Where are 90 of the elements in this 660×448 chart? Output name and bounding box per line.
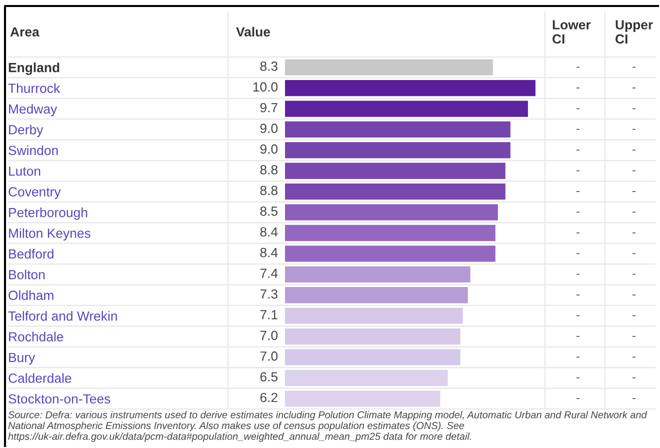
text: - [632, 170, 636, 172]
text: - [576, 128, 580, 130]
text: - [576, 356, 580, 358]
data-label: 8.3 [260, 62, 278, 71]
text: - [576, 336, 580, 337]
y-tick-label: Milton Keynes [9, 228, 90, 241]
text: - [576, 294, 580, 296]
data-label: 6.2 [260, 392, 278, 402]
text: - [576, 377, 580, 378]
bar [285, 349, 460, 366]
text: - [632, 294, 636, 296]
text: Area [10, 27, 40, 37]
bar [285, 59, 493, 76]
y-tick-label: England [8, 62, 60, 75]
y-tick-label: Bolton [9, 270, 45, 280]
text: - [632, 108, 636, 110]
data-label: 9.0 [260, 124, 278, 134]
bar [285, 308, 463, 324]
y-tick-label: Stockton-on-Tees [8, 394, 110, 404]
bar [285, 246, 496, 262]
y-tick-label: Coventry [8, 187, 61, 200]
data-label: 8.4 [260, 227, 278, 237]
data-label: 7.0 [260, 351, 278, 361]
text: - [632, 377, 636, 378]
text: - [632, 356, 636, 358]
text: - [576, 253, 580, 254]
text: - [632, 336, 636, 337]
text: Upper CI [616, 20, 653, 44]
data-label: 8.4 [260, 248, 278, 258]
bar [285, 328, 460, 345]
y-tick-label: Bedford [9, 248, 54, 259]
y-tick-label: Telford and Wrekin [8, 311, 117, 321]
text: - [632, 232, 636, 234]
text: - [632, 66, 636, 68]
bar [285, 142, 510, 158]
bar [285, 204, 498, 220]
bar [285, 121, 510, 138]
y-tick-label: Thurrock [8, 83, 60, 93]
text: - [576, 170, 580, 172]
text: - [632, 398, 636, 400]
y-tick-label: Peterborough [9, 208, 88, 220]
y-tick-label: Bury [9, 352, 36, 365]
data-label: 7.1 [260, 310, 278, 320]
bar [285, 370, 448, 386]
bar [285, 100, 528, 117]
bar [285, 287, 468, 304]
data-label: 6.5 [260, 372, 278, 382]
y-tick-label: Rochdale [9, 332, 64, 342]
data-label: 7.4 [260, 268, 278, 278]
data-label: 8.8 [260, 165, 278, 174]
bar [285, 266, 470, 282]
y-tick-label: Derby [9, 124, 44, 137]
data-label: 9.0 [260, 144, 278, 154]
data-label: 8.5 [260, 206, 278, 216]
data-label: 7.0 [260, 330, 278, 340]
text: - [576, 87, 580, 88]
text: - [632, 87, 636, 88]
text: - [576, 315, 580, 316]
text: - [632, 128, 636, 130]
bar [285, 390, 440, 407]
y-tick-label: Swindon [8, 145, 58, 156]
text: - [576, 212, 580, 213]
text: - [576, 108, 580, 110]
text: - [576, 274, 580, 275]
text: - [576, 398, 580, 400]
text: - [576, 191, 580, 192]
text: - [632, 274, 636, 275]
data-label: 8.8 [260, 186, 278, 196]
data-label: 9.7 [260, 102, 278, 112]
bar [285, 162, 506, 179]
data-label: 7.3 [260, 289, 278, 299]
y-tick-label: Luton [9, 166, 40, 176]
text: Value [236, 26, 270, 37]
bar [285, 184, 506, 200]
source-note: Source: Defra: various instruments used to derive estimates including Polution Climate Mapping model, Automatic Urban and Rural Network and National Atmospheric Emissions Inventory. Also makes use of census population estimates (ONS). See https://uk-air.defra.gov.uk/data/pcm-data#population_weighted_annual_mean_pm25 data for more detail. [8, 411, 648, 442]
data-label: 10.0 [253, 82, 278, 92]
text: - [576, 150, 580, 151]
bar [285, 224, 496, 242]
y-tick-label: Calderdale [8, 373, 72, 383]
text: - [632, 191, 636, 192]
text: - [632, 150, 636, 151]
text: - [632, 253, 636, 254]
bar [285, 80, 536, 96]
text: - [576, 66, 580, 68]
y-tick-label: Oldham [8, 290, 54, 300]
text: - [632, 315, 636, 316]
text: - [632, 212, 636, 213]
text: Lower CI [552, 20, 591, 44]
y-tick-label: Medway [9, 104, 58, 116]
text: - [576, 232, 580, 234]
